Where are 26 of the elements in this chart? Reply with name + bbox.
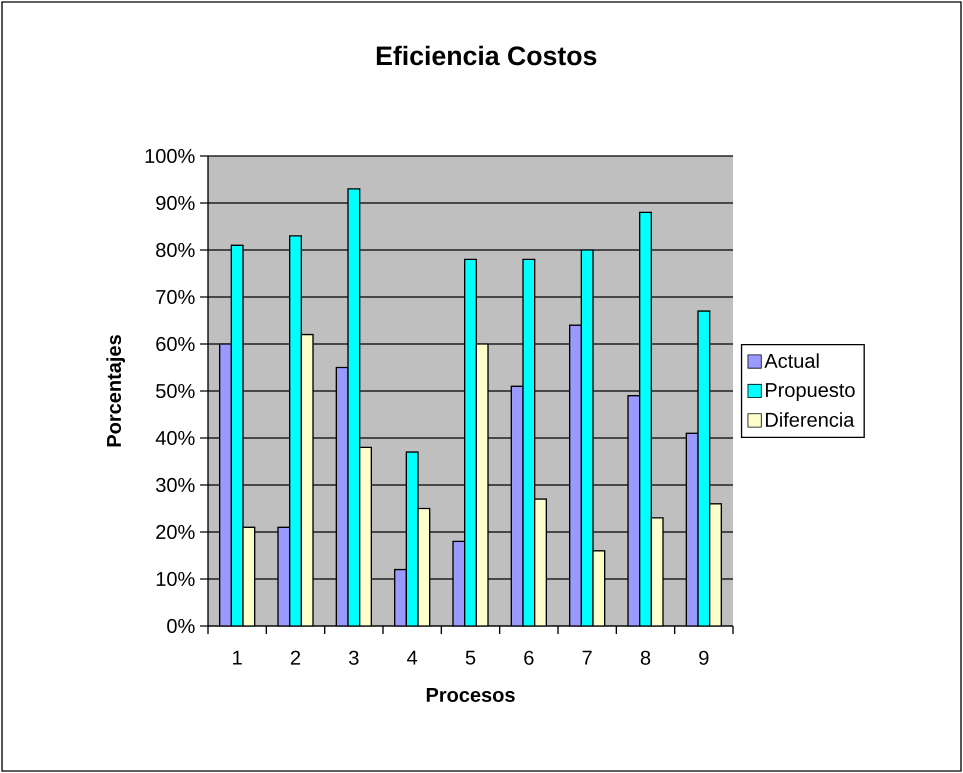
x-tick-label: 3 xyxy=(349,650,359,665)
y-tick-label: 20% xyxy=(156,524,195,540)
x-tick-label: 7 xyxy=(582,650,592,664)
x-axis-title: Procesos xyxy=(426,688,515,702)
y-tick-label: 60% xyxy=(156,336,195,352)
y-tick-label: 0% xyxy=(167,618,195,634)
y-tick-label: 80% xyxy=(156,242,195,258)
legend-label: Actual xyxy=(764,353,819,368)
x-tick-label: 6 xyxy=(524,650,534,665)
x-tick-label: 1 xyxy=(233,650,242,664)
x-tick-label: 2 xyxy=(290,650,300,665)
x-tick-label: 4 xyxy=(407,650,418,664)
y-axis-title: Porcentajes xyxy=(106,335,125,446)
legend-label: Diferencia xyxy=(766,412,854,427)
x-tick-label: 5 xyxy=(466,650,476,665)
x-tick-label: 9 xyxy=(699,650,708,665)
x-tick-label: 8 xyxy=(640,650,650,665)
chart-title: Eficiencia Costos xyxy=(376,46,596,66)
y-tick-label: 50% xyxy=(156,384,195,398)
y-tick-label: 40% xyxy=(156,430,195,446)
y-tick-label: 30% xyxy=(156,478,195,492)
y-tick-label: 100% xyxy=(146,148,195,164)
y-tick-label: 10% xyxy=(156,572,195,586)
y-tick-label: 70% xyxy=(156,290,195,304)
y-tick-label: 90% xyxy=(156,196,195,210)
legend-label: Propuesto xyxy=(766,383,855,402)
